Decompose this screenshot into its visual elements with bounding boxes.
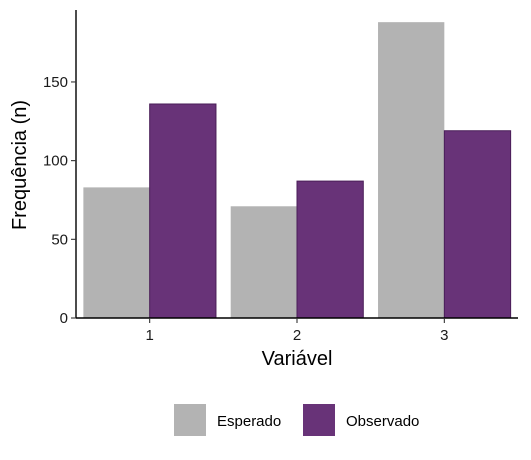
y-axis-title: Frequência (n) <box>9 100 31 230</box>
y-axis: 0 50 100 150 <box>43 10 77 327</box>
x-axis: 1 2 3 <box>76 317 518 344</box>
x-tick-label: 2 <box>293 327 301 344</box>
y-tick-label: 100 <box>43 153 68 170</box>
bar-esperado-2 <box>230 206 297 318</box>
bar-observado-2 <box>296 180 364 319</box>
x-tick-label: 1 <box>145 327 153 344</box>
bar-esperado-3 <box>378 22 445 318</box>
legend: Esperado Observado <box>174 404 419 436</box>
legend-key-esperado <box>174 404 206 436</box>
legend-label-observado: Observado <box>346 413 419 430</box>
x-tick-label: 3 <box>440 327 448 344</box>
legend-label-esperado: Esperado <box>217 413 281 430</box>
x-axis-title: Variável <box>262 348 333 370</box>
bar-esperado-1 <box>83 187 150 318</box>
bar-observado-3 <box>443 130 512 319</box>
y-tick-label: 150 <box>43 74 68 91</box>
bars-group <box>83 22 512 319</box>
y-tick-label: 50 <box>51 231 68 248</box>
bar-observado-1 <box>149 103 217 319</box>
y-tick-label: 0 <box>60 310 68 327</box>
legend-key-observado <box>303 404 335 436</box>
